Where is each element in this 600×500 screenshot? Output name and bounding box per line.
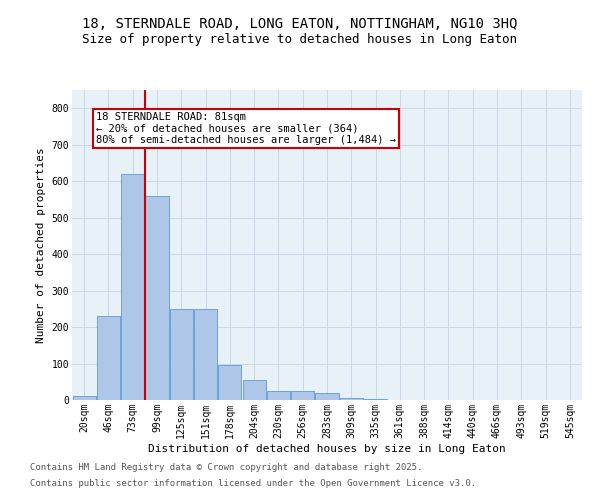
Text: Contains HM Land Registry data © Crown copyright and database right 2025.: Contains HM Land Registry data © Crown c… (30, 464, 422, 472)
Text: 18 STERNDALE ROAD: 81sqm
← 20% of detached houses are smaller (364)
80% of semi-: 18 STERNDALE ROAD: 81sqm ← 20% of detach… (96, 112, 396, 145)
Bar (121, 174, 144, 400)
Y-axis label: Number of detached properties: Number of detached properties (36, 147, 46, 343)
Bar (242, 380, 266, 400)
X-axis label: Distribution of detached houses by size in Long Eaton: Distribution of detached houses by size … (148, 444, 506, 454)
Bar (218, 366, 241, 400)
Bar (194, 309, 217, 400)
Bar (291, 391, 314, 400)
Text: Size of property relative to detached houses in Long Eaton: Size of property relative to detached ho… (83, 32, 517, 46)
Bar (267, 391, 290, 400)
Bar (316, 392, 338, 400)
Text: 18, STERNDALE ROAD, LONG EATON, NOTTINGHAM, NG10 3HQ: 18, STERNDALE ROAD, LONG EATON, NOTTINGH… (82, 18, 518, 32)
Text: Contains public sector information licensed under the Open Government Licence v3: Contains public sector information licen… (30, 478, 476, 488)
Bar (170, 309, 193, 400)
Bar (97, 316, 120, 400)
Bar (73, 396, 95, 400)
Bar (145, 196, 169, 400)
Bar (340, 398, 363, 400)
